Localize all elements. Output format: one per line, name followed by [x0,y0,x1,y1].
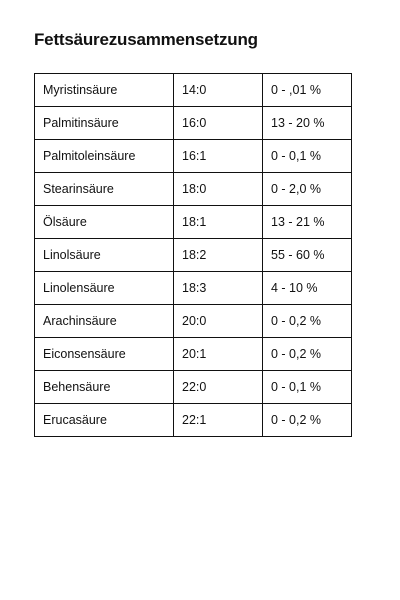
acid-code-cell: 14:0 [173,73,263,107]
acid-name-cell: Palmitinsäure [34,106,174,140]
table-row: Behensäure 22:0 0 - 0,1 % [34,370,352,404]
acid-percent-cell: 0 - 0,2 % [262,337,352,371]
acid-name-cell: Linolsäure [34,238,174,272]
acid-code-cell: 20:1 [173,337,263,371]
acid-name-cell: Myristinsäure [34,73,174,107]
table-row: Palmitinsäure 16:0 13 - 20 % [34,106,352,140]
acid-code-cell: 20:0 [173,304,263,338]
acid-percent-cell: 55 - 60 % [262,238,352,272]
table-row: Arachinsäure 20:0 0 - 0,2 % [34,304,352,338]
table-row: Eiconsensäure 20:1 0 - 0,2 % [34,337,352,371]
acid-percent-cell: 13 - 21 % [262,205,352,239]
table-row: Myristinsäure 14:0 0 - ,01 % [34,73,352,107]
acid-code-cell: 18:2 [173,238,263,272]
acid-percent-cell: 0 - ,01 % [262,73,352,107]
fatty-acid-table: Myristinsäure 14:0 0 - ,01 % Palmitinsäu… [34,73,352,437]
table-row: Stearinsäure 18:0 0 - 2,0 % [34,172,352,206]
acid-name-cell: Arachinsäure [34,304,174,338]
acid-name-cell: Erucasäure [34,403,174,437]
table-row: Erucasäure 22:1 0 - 0,2 % [34,403,352,437]
acid-percent-cell: 0 - 0,1 % [262,370,352,404]
acid-code-cell: 18:3 [173,271,263,305]
acid-code-cell: 18:0 [173,172,263,206]
acid-percent-cell: 13 - 20 % [262,106,352,140]
acid-code-cell: 22:1 [173,403,263,437]
acid-percent-cell: 4 - 10 % [262,271,352,305]
acid-name-cell: Behensäure [34,370,174,404]
acid-percent-cell: 0 - 0,1 % [262,139,352,173]
acid-code-cell: 16:1 [173,139,263,173]
acid-name-cell: Eiconsensäure [34,337,174,371]
table-row: Linolsäure 18:2 55 - 60 % [34,238,352,272]
acid-code-cell: 16:0 [173,106,263,140]
acid-name-cell: Stearinsäure [34,172,174,206]
table-row: Palmitoleinsäure 16:1 0 - 0,1 % [34,139,352,173]
table-row: Ölsäure 18:1 13 - 21 % [34,205,352,239]
acid-name-cell: Linolensäure [34,271,174,305]
acid-percent-cell: 0 - 0,2 % [262,403,352,437]
acid-percent-cell: 0 - 0,2 % [262,304,352,338]
acid-name-cell: Ölsäure [34,205,174,239]
acid-code-cell: 22:0 [173,370,263,404]
page-title: Fettsäurezusammensetzung [34,30,258,49]
acid-name-cell: Palmitoleinsäure [34,139,174,173]
table-row: Linolensäure 18:3 4 - 10 % [34,271,352,305]
acid-code-cell: 18:1 [173,205,263,239]
acid-percent-cell: 0 - 2,0 % [262,172,352,206]
